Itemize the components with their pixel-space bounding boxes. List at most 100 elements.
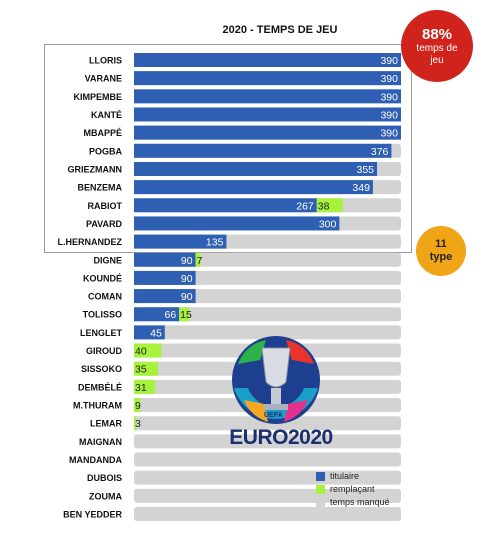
bar-titulaire (134, 270, 196, 285)
category-label: M.THURAM (73, 401, 122, 411)
bar-titulaire (134, 252, 196, 267)
data-label-titulaire: 390 (380, 55, 398, 67)
bar-remplacant (134, 379, 156, 394)
category-label: COMAN (88, 292, 122, 302)
bar-temps-manque (134, 434, 401, 449)
category-label: DIGNE (93, 255, 122, 265)
legend-label-manque: temps manqué (330, 497, 390, 507)
legend-swatch-titulaire (316, 471, 325, 481)
data-label-titulaire: 90 (181, 255, 193, 267)
data-label-remplacant: 7 (197, 255, 203, 267)
bar-titulaire (134, 180, 373, 195)
category-label: DUBOIS (87, 473, 122, 483)
bar-titulaire (134, 325, 165, 340)
bar-temps-manque (134, 325, 401, 340)
bar-remplacant (134, 416, 137, 431)
bar-remplacant (134, 398, 141, 413)
data-label-titulaire: 66 (164, 309, 176, 321)
starting-eleven-badge: 11 type (416, 226, 466, 276)
badge-percentage: 88% (421, 25, 453, 43)
category-label: KOUNDÉ (83, 273, 122, 283)
euro2020-logo-text: EURO2020 (229, 426, 333, 449)
bar-remplacant (134, 343, 162, 358)
legend: titulaire remplaçant temps manqué (316, 470, 390, 509)
bar-titulaire (134, 53, 401, 67)
category-label: POGBA (89, 146, 123, 156)
category-label: MAIGNAN (79, 437, 122, 447)
bar-remplacant (195, 252, 201, 267)
bar-temps-manque (134, 289, 401, 304)
bar-titulaire (134, 71, 401, 86)
bar-titulaire (134, 161, 378, 176)
category-label: KIMPEMBE (73, 92, 122, 102)
bar-temps-manque (134, 470, 401, 485)
data-label-remplacant: 38 (318, 200, 330, 212)
data-label-titulaire: 355 (357, 164, 375, 176)
data-label-titulaire: 90 (181, 273, 193, 285)
bar-titulaire (134, 89, 401, 104)
euro2020-trophy-icon (232, 336, 320, 424)
data-label-titulaire: 390 (380, 109, 398, 121)
data-label-remplacant: 15 (180, 309, 192, 321)
category-label: GRIEZMANN (68, 164, 123, 174)
data-label-remplacant: 40 (135, 346, 147, 358)
badge-label-line1: temps de (416, 42, 458, 54)
uefa-label: UEFA (264, 412, 283, 419)
category-label: LLORIS (89, 56, 122, 66)
bar-titulaire (134, 307, 180, 322)
data-label-titulaire: 349 (352, 182, 370, 194)
category-label: BENZEMA (78, 183, 123, 193)
category-label: TOLISSO (83, 310, 122, 320)
data-label-titulaire: 390 (380, 128, 398, 140)
badge-count-label: type (429, 251, 453, 263)
bar-remplacant (179, 307, 190, 322)
bar-titulaire (134, 125, 401, 140)
category-label: BEN YEDDER (63, 510, 122, 520)
bar-remplacant (316, 198, 343, 213)
data-label-titulaire: 267 (296, 200, 314, 212)
category-label: RABIOT (88, 201, 123, 211)
data-label-titulaire: 390 (380, 91, 398, 103)
category-label: MBAPPÉ (83, 128, 122, 138)
data-label-titulaire: 300 (319, 218, 337, 230)
category-label: PAVARD (86, 219, 123, 229)
bar-temps-manque (134, 507, 401, 521)
playing-time-badge: 88% temps de jeu (401, 10, 473, 82)
bar-remplacant (134, 361, 158, 376)
bar-temps-manque (134, 488, 401, 503)
bar-temps-manque (134, 270, 401, 285)
bar-titulaire (134, 198, 317, 213)
bar-titulaire (134, 289, 196, 304)
category-label: ZOUMA (89, 491, 122, 501)
data-label-titulaire: 90 (181, 291, 193, 303)
legend-item-titulaire: titulaire (316, 470, 390, 482)
legend-label-remplacant: remplaçant (330, 484, 375, 494)
data-label-remplacant: 35 (135, 364, 147, 376)
bar-temps-manque (134, 252, 401, 267)
data-label-remplacant: 9 (135, 400, 141, 412)
bar-titulaire (134, 107, 401, 122)
badge-label-line2: jeu (430, 54, 444, 66)
category-label: L.HERNANDEZ (58, 237, 123, 247)
data-label-titulaire: 376 (371, 146, 389, 158)
bar-temps-manque (134, 452, 401, 467)
badge-count: 11 (435, 238, 447, 250)
starting-eleven-frame (44, 44, 412, 253)
data-label-remplacant: 3 (135, 418, 141, 430)
bar-temps-manque (134, 307, 401, 322)
category-label: DEMBÉLÉ (78, 382, 122, 392)
legend-item-remplacant: remplaçant (316, 483, 390, 495)
data-label-titulaire: 45 (150, 327, 162, 339)
data-label-titulaire: 135 (206, 237, 224, 249)
bar-titulaire (134, 143, 392, 158)
legend-label-titulaire: titulaire (330, 471, 360, 481)
bar-titulaire (134, 234, 227, 249)
legend-swatch-manque (316, 497, 325, 507)
category-label: LEMAR (90, 419, 122, 429)
category-label: MANDANDA (69, 455, 122, 465)
legend-item-manque: temps manqué (316, 496, 390, 508)
legend-swatch-remplacant (316, 484, 325, 494)
data-label-titulaire: 390 (380, 73, 398, 85)
category-label: GIROUD (86, 346, 123, 356)
